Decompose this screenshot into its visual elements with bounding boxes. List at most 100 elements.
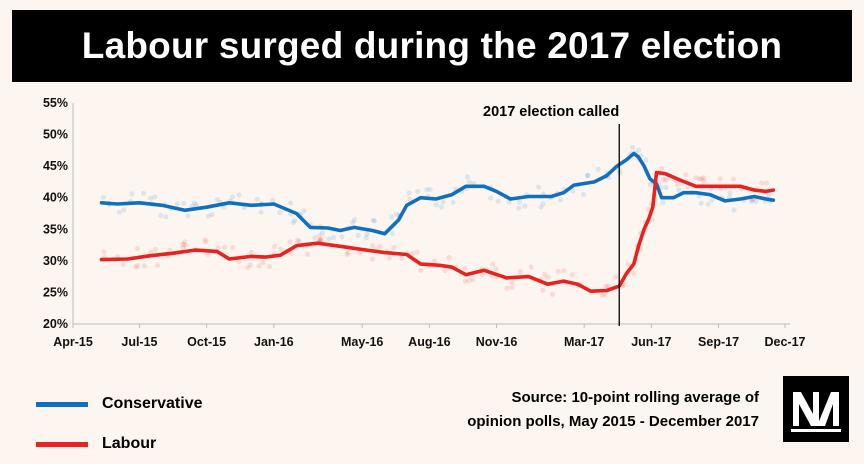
poll-point	[701, 178, 707, 184]
poll-point	[339, 234, 345, 240]
poll-point	[363, 235, 369, 241]
poll-point	[753, 198, 759, 204]
poll-point	[305, 251, 311, 257]
poll-point	[466, 277, 472, 284]
poll-point	[540, 201, 546, 207]
poll-point	[121, 207, 127, 213]
poll-point	[433, 202, 439, 208]
poll-point	[129, 191, 135, 197]
poll-point	[267, 263, 273, 269]
poll-point	[236, 192, 242, 198]
poll-point	[260, 259, 266, 266]
poll-point	[330, 234, 337, 240]
poll-point	[191, 200, 198, 206]
poll-point	[509, 279, 515, 286]
poll-point	[540, 287, 546, 293]
poll-point	[602, 291, 608, 297]
poll-point	[493, 265, 499, 272]
legend-label-labour: Labour	[102, 435, 157, 452]
poll-point	[462, 265, 468, 271]
poll-point	[613, 274, 619, 280]
poll-point	[462, 278, 468, 284]
poll-point	[180, 245, 186, 251]
poll-point	[605, 283, 612, 289]
poll-point	[152, 246, 158, 253]
poll-point	[222, 244, 228, 250]
poll-point	[569, 272, 575, 278]
poll-point	[506, 199, 512, 205]
poll-point	[643, 157, 649, 163]
poll-point	[174, 201, 180, 207]
poll-point	[603, 283, 609, 289]
x-tick-label: Sep-17	[698, 335, 739, 349]
series-line-conservative	[99, 151, 776, 236]
poll-point	[399, 255, 405, 261]
poll-point	[182, 242, 188, 248]
poll-point	[236, 259, 242, 265]
poll-point	[645, 206, 651, 212]
x-tick-label: Aug-16	[408, 335, 450, 349]
y-tick-label: 30%	[43, 254, 68, 268]
poll-point	[134, 245, 140, 252]
poll-point	[140, 190, 146, 196]
poll-point	[409, 251, 415, 257]
poll-point	[393, 211, 400, 217]
poll-point	[442, 267, 448, 274]
poll-point	[181, 239, 188, 245]
poll-point	[674, 181, 681, 187]
poll-point	[214, 196, 220, 202]
legend-swatch-labour	[36, 441, 88, 447]
poll-point	[630, 144, 636, 151]
poll-point	[522, 203, 528, 209]
poll-point	[370, 242, 376, 249]
poll-point	[277, 209, 283, 216]
poll-point	[181, 200, 187, 206]
poll-point	[287, 239, 293, 245]
x-tick-label: Nov-16	[476, 335, 518, 349]
poll-point	[364, 231, 370, 237]
poll-point	[407, 196, 413, 202]
poll-point	[595, 166, 601, 172]
poll-point	[352, 217, 358, 223]
poll-point	[350, 219, 356, 226]
poll-point	[701, 175, 707, 181]
poll-point	[705, 201, 711, 207]
poll-point	[438, 204, 444, 210]
poll-point	[490, 261, 496, 267]
poll-point	[727, 190, 733, 196]
series-lines	[99, 151, 776, 293]
poll-point	[357, 250, 363, 256]
poll-point	[203, 239, 209, 245]
poll-point	[256, 263, 262, 269]
poll-point	[763, 180, 770, 186]
poll-point	[509, 284, 515, 291]
poll-point	[377, 244, 383, 250]
title-bar: Labour surged during the 2017 election	[12, 10, 852, 82]
source-line-2: opinion polls, May 2015 - December 2017	[467, 413, 759, 430]
poll-point	[288, 250, 294, 256]
poll-point	[355, 232, 361, 238]
poll-point	[542, 271, 548, 277]
poll-point	[391, 244, 397, 250]
poll-point	[370, 217, 376, 223]
poll-point	[424, 187, 430, 193]
poll-point	[676, 187, 682, 193]
poll-point	[205, 213, 211, 219]
poll-point	[209, 212, 215, 218]
poll-point	[312, 235, 318, 241]
poll-point	[152, 194, 158, 200]
poll-point	[301, 208, 307, 214]
poll-point	[658, 166, 665, 172]
legend: Conservative Labour	[36, 384, 203, 464]
poll-point	[663, 177, 669, 183]
poll-point	[555, 268, 561, 274]
poll-point	[748, 199, 755, 205]
poll-point	[345, 250, 351, 256]
y-tick-label: 20%	[43, 317, 68, 331]
poll-point	[158, 212, 164, 219]
poll-point	[599, 292, 605, 298]
y-tick-label: 55%	[43, 96, 68, 110]
poll-point	[663, 184, 669, 190]
poll-point	[163, 214, 169, 220]
